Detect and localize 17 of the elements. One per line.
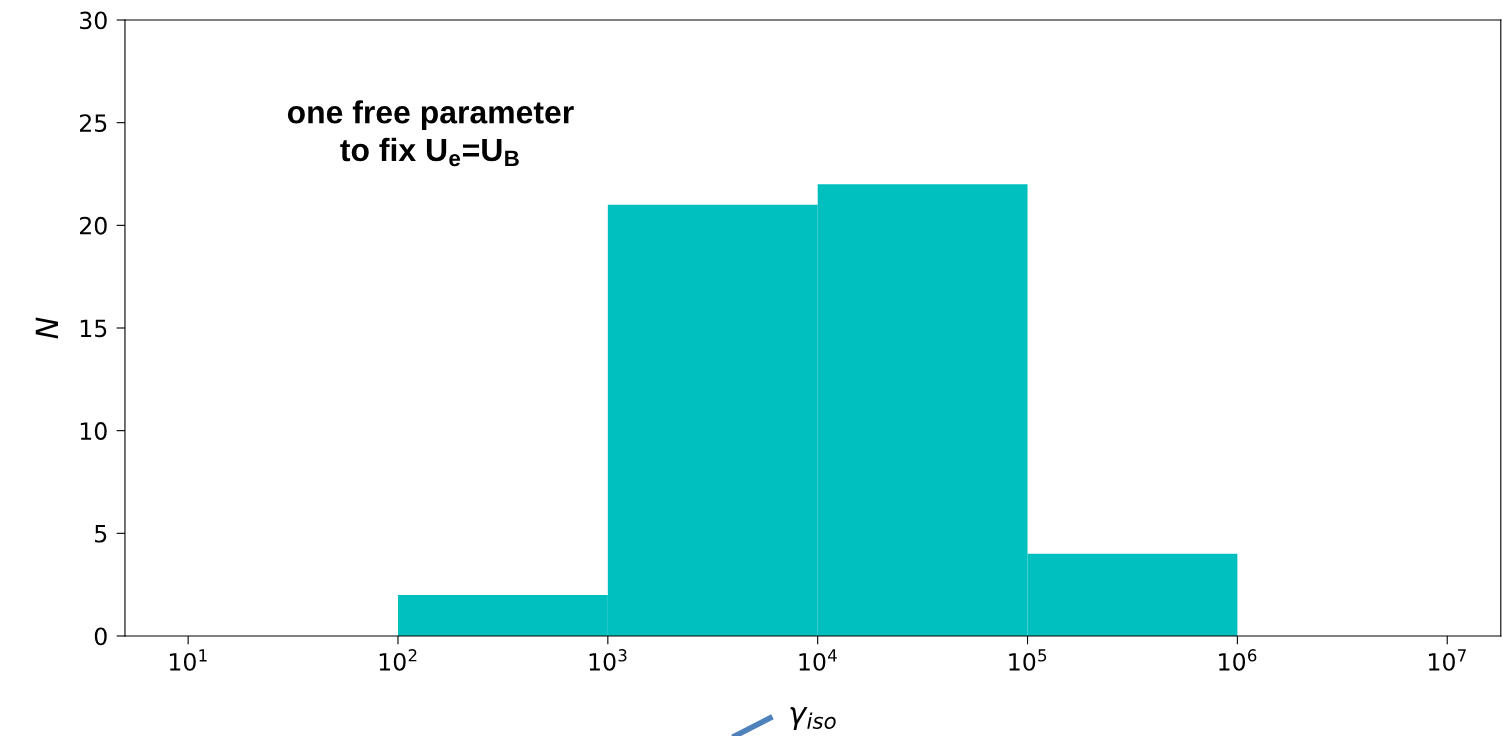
y-tick-label: 10 [80,422,107,440]
x-tick-label: 10$^{7}$ [1429,649,1466,671]
x-tick-label: 10$^{3}$ [589,649,627,671]
x-axis-title: γ$_{iso}$ [790,707,836,731]
y-tick-label: 0 [94,627,107,646]
y-tick-label: 30 [80,11,107,30]
x-tick-label: 10$^{4}$ [799,649,837,671]
y-axis-title: N [35,317,59,339]
annotation: one free parameter to fix U$_{e}$=U$_{B}$ [287,100,574,167]
y-tick-label: 20 [79,216,107,235]
y-tick-label: 25 [79,114,107,132]
y-tick-label: 5 [95,525,107,543]
x-tick-label: 10$^{2}$ [379,649,417,671]
x-tick-label: 10$^{5}$ [1009,649,1047,671]
x-tick-label: 10$^{6}$ [1219,649,1257,671]
y-tick-label: 15 [80,319,107,338]
x-tick-label: 10$^{1}$ [169,649,207,671]
